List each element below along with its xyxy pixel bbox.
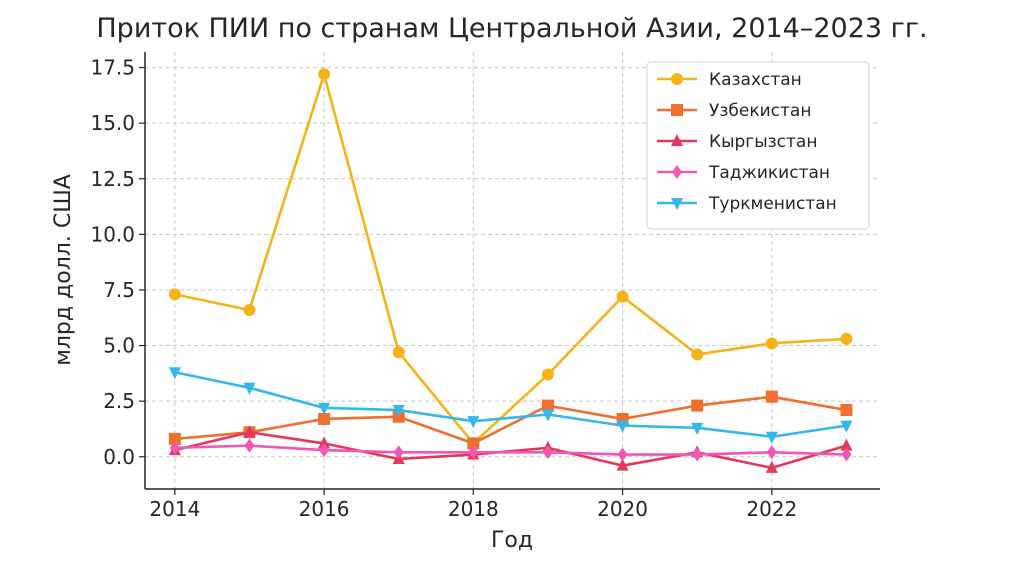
legend-marker [671,134,683,146]
series-1 [168,68,853,450]
data-point [765,431,778,444]
data-point [393,445,404,460]
y-tick-label: 15.0 [90,111,135,135]
data-point [691,422,704,435]
data-point [840,438,853,451]
y-tick-label: 17.5 [90,56,135,80]
y-tick-label: 2.5 [103,389,135,413]
data-point [765,390,778,403]
data-point [841,447,852,462]
data-point [243,303,256,316]
data-point [541,399,554,412]
y-tick-label: 12.5 [90,167,135,191]
data-point [244,438,255,453]
y-tick-label: 0.0 [103,445,135,469]
data-point [318,412,331,425]
x-axis-label: Год [491,528,533,553]
legend-item: Туркменистан [657,194,837,214]
data-point [840,332,853,345]
y-tick-label: 7.5 [103,278,135,302]
series-5 [168,367,853,444]
x-tick-label: 2020 [597,497,648,521]
data-point [766,445,777,460]
legend-label: Кыргызстан [709,132,817,152]
series-line [174,444,847,456]
data-point [542,445,553,460]
data-point [616,420,629,433]
series-4 [169,438,852,462]
legend-box [646,61,870,230]
legend-marker [671,73,683,85]
data-point [467,437,480,450]
series-line [174,72,847,445]
x-tick-label: 2018 [448,497,499,521]
series-line [174,430,847,470]
data-point [468,445,479,460]
data-point [319,443,330,458]
data-point [318,402,331,415]
legend-label: Казахстан [709,70,802,90]
y-tick-label: 10.0 [90,222,135,246]
data-point [840,404,853,417]
data-point [765,460,778,473]
data-point [840,420,853,433]
x-tick-label: 2016 [299,497,350,521]
legend: Казахстан Узбекистан Кыргызстан Таджикистан… [646,61,870,230]
y-tick-label: 5.0 [103,334,135,358]
series-lines [168,68,853,473]
legend-marker [671,198,683,210]
data-point [168,367,181,380]
legend-item: Узбекистан [657,101,811,121]
data-point [541,409,554,422]
x-tick-label: 2022 [746,497,797,521]
data-point [467,416,480,429]
data-point [617,447,628,462]
series-2 [168,390,853,450]
data-point [392,405,405,418]
data-point [616,290,629,303]
legend-item: Кыргызстан [657,132,817,152]
data-point [169,440,180,455]
axes: 2014 2016 2018 2020 2022 0.0 2.5 5.0 7.5 10.0 12.5… [90,52,880,521]
legend-marker [672,165,682,179]
data-point [765,337,778,350]
series-line [174,395,847,445]
data-point [692,447,703,462]
data-point [541,368,554,381]
legend-item: Казахстан [657,70,802,90]
legend-label: Таджикистан [708,163,830,183]
data-point [691,399,704,412]
x-tick-label: 2014 [149,497,200,521]
data-point [691,348,704,361]
legend-marker [671,104,683,116]
series-3 [168,425,853,473]
data-point [168,288,181,301]
data-point [392,346,405,359]
series-line [174,370,847,439]
data-point [318,436,331,449]
legend-item: Таджикистан [657,163,830,183]
data-point [243,425,256,438]
data-point [243,382,256,395]
data-point [318,68,331,81]
legend-label: Туркменистан [708,194,837,214]
chart-title: Приток ПИИ по странам Центральной Азии, … [96,13,927,44]
y-axis-label: млрд долл. США [51,174,76,366]
legend-label: Узбекистан [709,101,811,121]
data-point [616,458,629,471]
data-point [168,432,181,445]
